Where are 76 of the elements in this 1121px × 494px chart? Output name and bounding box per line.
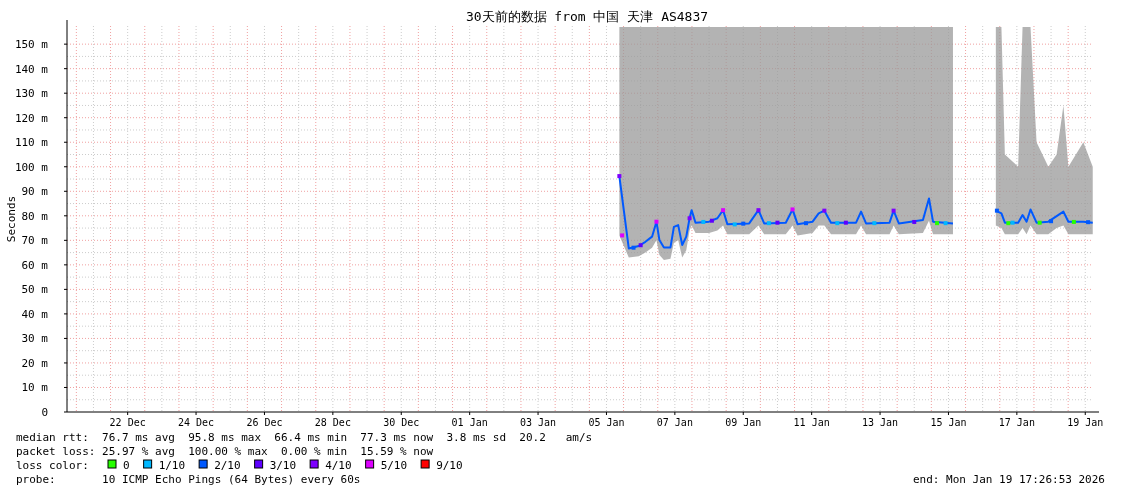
legend-label: 9/10	[436, 459, 463, 472]
y-tick-label: 110 m	[14, 136, 49, 150]
legend-label: 2/10	[214, 459, 241, 472]
x-tick-label: 26 Dec	[246, 417, 283, 428]
point	[943, 221, 948, 226]
text: end: Mon Jan 19 17:26:53 2026	[912, 473, 1105, 486]
y-tick-label: 30 m	[21, 332, 49, 346]
point	[709, 218, 714, 223]
legend-label: 3/10	[269, 459, 297, 472]
x-tick-label: 05 Jan	[588, 417, 625, 428]
x-tick-label: 03 Jan	[519, 417, 557, 428]
point	[741, 221, 746, 226]
y-tick-label: 10 m	[21, 381, 49, 395]
y-tick-label: 50 m	[21, 283, 49, 297]
legend-label: 5/10	[380, 459, 408, 472]
y-tick-label: 60 m	[21, 258, 49, 272]
x-tick-label: 30 Dec	[383, 417, 420, 428]
text: probe: 10 ICMP Echo Pings (64 Bytes) every 60s	[16, 473, 361, 486]
legend-label: 1/10	[158, 459, 186, 472]
point	[872, 221, 877, 226]
point	[617, 174, 622, 179]
legend-label: 4/10	[325, 459, 352, 472]
y-tick-label: 140 m	[14, 62, 49, 76]
y-tick-label: 0	[41, 406, 48, 419]
point	[1071, 219, 1076, 224]
point	[1006, 221, 1011, 226]
point	[701, 219, 706, 224]
x-tick-label: 15 Jan	[930, 417, 967, 428]
point	[1049, 219, 1054, 224]
point	[835, 221, 840, 226]
point	[756, 208, 761, 213]
text: packet loss: 25.97 % avg 100.00 % max 0.00 % min 15.59 % now	[16, 445, 434, 458]
text: median rtt: 76.7 ms avg 95.8 ms max 66.4 ms min 77.3 ms now 3.8 ms sd 20.2 am/s	[16, 431, 593, 444]
point	[631, 245, 636, 250]
point	[654, 219, 659, 224]
y-tick-label: 150 m	[14, 38, 49, 52]
x-tick-label: 11 Jan	[793, 417, 830, 428]
point	[803, 221, 808, 226]
point	[1037, 220, 1042, 225]
x-tick-label: 13 Jan	[861, 417, 899, 428]
legend-label: 0	[123, 459, 130, 472]
y-tick-label: 20 m	[21, 356, 49, 370]
x-tick-label: 09 Jan	[725, 417, 762, 428]
point	[1010, 220, 1015, 225]
x-tick-label: 17 Jan	[998, 417, 1035, 428]
point	[1086, 220, 1091, 225]
point	[912, 219, 917, 224]
point	[620, 233, 625, 238]
y-tick-label: 130 m	[14, 87, 49, 101]
point	[687, 216, 692, 221]
y-tick-label: 80 m	[21, 209, 49, 223]
y-axis-title: Seconds	[5, 195, 18, 243]
x-tick-label: 28 Dec	[314, 417, 351, 428]
y-tick-label: 100 m	[14, 160, 49, 174]
x-tick-label: 07 Jan	[656, 417, 693, 428]
point	[935, 221, 940, 226]
x-tick-label: 01 Jan	[451, 417, 488, 428]
y-tick-label: 120 m	[14, 111, 49, 125]
point	[822, 208, 827, 213]
point	[790, 207, 795, 212]
y-tick-label: 40 m	[21, 307, 49, 321]
point	[775, 220, 780, 225]
point	[843, 220, 848, 225]
x-tick-label: 22 Dec	[109, 417, 146, 428]
x-tick-label: 19 Jan	[1067, 417, 1104, 428]
point	[721, 208, 726, 213]
y-tick-label: 70 m	[21, 234, 49, 248]
legend-title: loss color:	[16, 459, 89, 472]
chart-title: 30天前的数据 from 中国 天津 AS4837	[465, 9, 709, 24]
x-tick-label: 24 Dec	[177, 417, 215, 428]
point	[732, 222, 737, 227]
point	[994, 208, 999, 213]
y-tick-label: 90 m	[21, 185, 49, 199]
point	[766, 221, 771, 226]
point	[638, 243, 643, 248]
point	[891, 208, 896, 213]
